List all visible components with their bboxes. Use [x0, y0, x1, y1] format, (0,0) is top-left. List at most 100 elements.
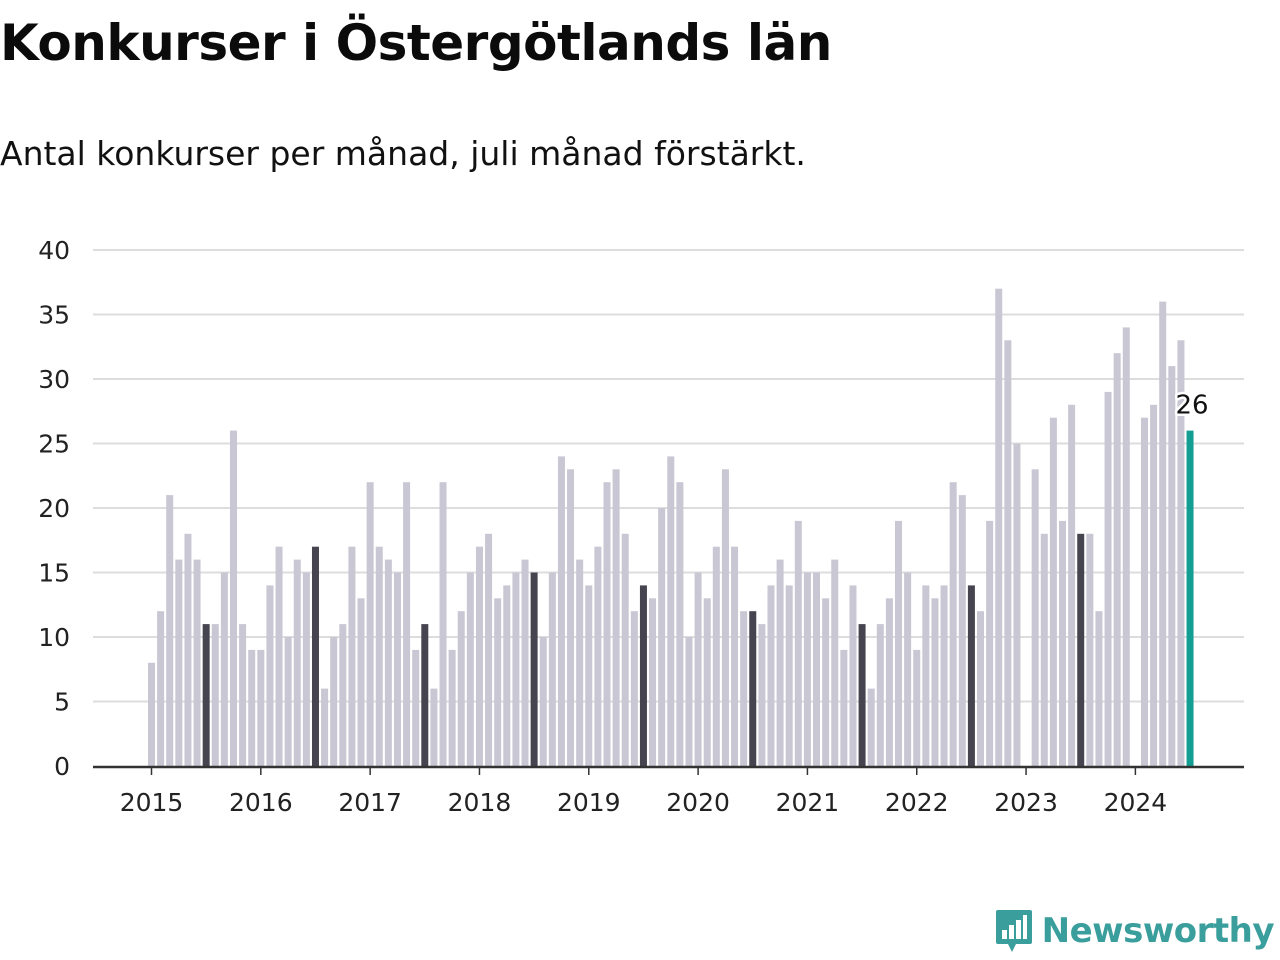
x-tick-label: 2023 [994, 788, 1058, 817]
bar [503, 585, 511, 766]
bar [967, 585, 975, 766]
bar [557, 456, 565, 766]
y-tick-label: 30 [38, 365, 70, 394]
bar [676, 482, 684, 766]
bar [439, 482, 447, 766]
bar [895, 520, 903, 766]
bar [931, 598, 939, 766]
bar [321, 688, 329, 766]
y-tick-label: 35 [38, 301, 70, 330]
bar [740, 611, 748, 766]
bar [266, 585, 274, 766]
bar [393, 572, 401, 766]
bar [949, 482, 957, 766]
bar [922, 585, 930, 766]
bar [339, 624, 347, 766]
bar [275, 546, 283, 766]
x-tick-label: 2021 [776, 788, 840, 817]
bar [603, 482, 611, 766]
annotations: 26 [1173, 388, 1211, 423]
bar [712, 546, 720, 766]
bar [649, 598, 657, 766]
bar [1013, 443, 1021, 766]
bar [1095, 611, 1103, 766]
bar [430, 688, 438, 766]
y-tick-label: 40 [38, 236, 70, 265]
bar [403, 482, 411, 766]
bar [849, 585, 857, 766]
bar [1122, 327, 1130, 766]
bar [940, 585, 948, 766]
bar [257, 649, 265, 766]
bar [594, 546, 602, 766]
bar [904, 572, 912, 766]
bar [1077, 533, 1085, 766]
bar [703, 598, 711, 766]
bar [977, 611, 985, 766]
bar [184, 533, 192, 766]
bar [1040, 533, 1048, 766]
chart-subtitle: Antal konkurser per månad, juli månad fö… [0, 134, 806, 173]
bar [576, 559, 584, 766]
bar [731, 546, 739, 766]
bar [776, 559, 784, 766]
bar [375, 546, 383, 766]
brand-logo: Newsworthy [994, 908, 1275, 954]
bar [585, 585, 593, 766]
y-tick-label: 10 [38, 623, 70, 652]
bar [475, 546, 483, 766]
bar [166, 495, 174, 766]
x-tick-label: 2017 [338, 788, 402, 817]
bar [1177, 340, 1185, 766]
x-tick-label: 2016 [229, 788, 293, 817]
bar [494, 598, 502, 766]
bar [685, 637, 693, 766]
y-tick-label: 25 [38, 430, 70, 459]
bar [229, 430, 237, 766]
bar [548, 572, 556, 766]
bar [658, 508, 666, 766]
data-label-latest: 26 [1175, 391, 1208, 421]
bar [621, 533, 629, 766]
bar [958, 495, 966, 766]
bar [612, 469, 620, 766]
bar [986, 520, 994, 766]
bar [885, 598, 893, 766]
x-tick-label: 2018 [448, 788, 512, 817]
bar [293, 559, 301, 766]
bar [1140, 417, 1148, 766]
bar [448, 649, 456, 766]
bar [175, 559, 183, 766]
bar [840, 649, 848, 766]
bar [193, 559, 201, 766]
bar [311, 546, 319, 766]
brand-name: Newsworthy [1041, 911, 1275, 951]
y-tick-label: 15 [38, 559, 70, 588]
bar [330, 637, 338, 766]
bar [1031, 469, 1039, 766]
bar [995, 288, 1003, 766]
bar [867, 688, 875, 766]
bar [831, 559, 839, 766]
y-tick-label: 20 [38, 494, 70, 523]
y-tick-label: 0 [54, 752, 70, 781]
bar [567, 469, 575, 766]
x-tick-label: 2022 [885, 788, 949, 817]
bar [539, 637, 547, 766]
bar [721, 469, 729, 766]
bar [466, 572, 474, 766]
bar [1104, 391, 1112, 766]
bar [630, 611, 638, 766]
bar [749, 611, 757, 766]
x-tick-label: 2024 [1104, 788, 1168, 817]
bar [521, 559, 529, 766]
bar [1049, 417, 1057, 766]
bar [1068, 404, 1076, 766]
bar [202, 624, 210, 766]
bar [1113, 353, 1121, 766]
bar [694, 572, 702, 766]
x-tick-label: 2019 [557, 788, 621, 817]
bar [785, 585, 793, 766]
bar [813, 572, 821, 766]
bar-chart: 0 5 10 15 20 25 30 35 40 2015 2016 2017 2018 2019 202… [38, 236, 1244, 817]
